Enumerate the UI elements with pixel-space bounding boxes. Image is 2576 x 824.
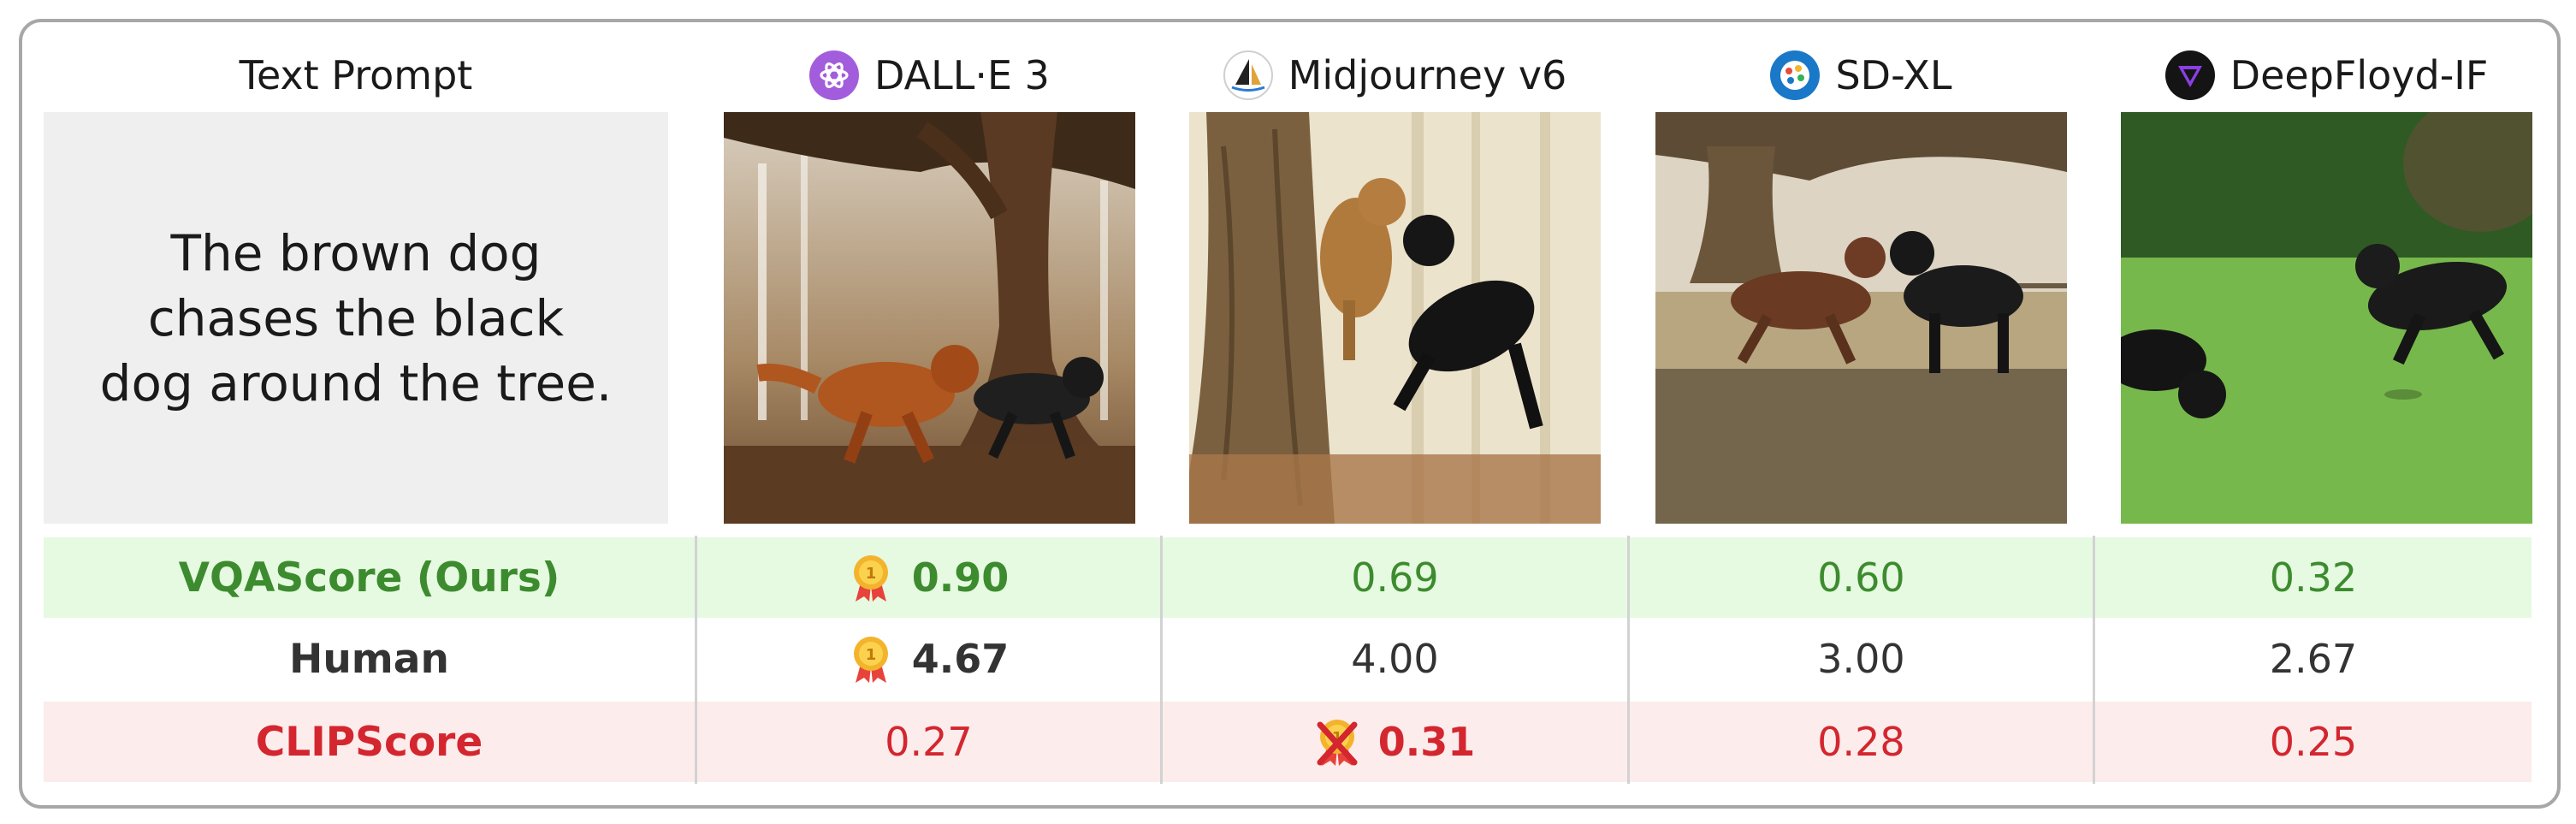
score-cell: 0.69 bbox=[1163, 537, 1627, 618]
header-model-midjourney: Midjourney v6 bbox=[1189, 41, 1601, 110]
score-cell: 4.00 bbox=[1163, 619, 1627, 699]
score-cell: 0.32 bbox=[2095, 537, 2532, 618]
metric-label: Human bbox=[289, 635, 449, 683]
header-model-deepfloyd: DeepFloyd-IF bbox=[2121, 41, 2532, 110]
header-text-prompt: Text Prompt bbox=[44, 41, 668, 110]
score-value: 0.25 bbox=[2269, 719, 2358, 765]
model-name: Midjourney v6 bbox=[1288, 52, 1567, 98]
band-human bbox=[44, 619, 2532, 699]
band-vqascore bbox=[44, 537, 2532, 618]
score-value: 0.60 bbox=[1817, 554, 1905, 601]
midjourney-logo-icon bbox=[1223, 50, 1273, 100]
model-name: DALL·E 3 bbox=[874, 52, 1050, 98]
crossed-medal-icon: 1 bbox=[1317, 720, 1358, 766]
column-separator bbox=[2093, 536, 2095, 784]
text-prompt-box: The brown dog chases the black dog aroun… bbox=[44, 112, 668, 524]
deepfloyd-logo-icon bbox=[2164, 50, 2215, 100]
column-separator bbox=[1160, 536, 1163, 784]
score-cell: 0.28 bbox=[1630, 702, 2093, 782]
prompt-text: The brown dog chases the black dog aroun… bbox=[99, 223, 613, 412]
generated-image-sdxl bbox=[1655, 112, 2067, 524]
model-name: DeepFloyd-IF bbox=[2230, 52, 2489, 98]
generated-image-dalle3 bbox=[724, 112, 1135, 524]
header-model-sdxl: SD-XL bbox=[1655, 41, 2067, 110]
score-value: 4.67 bbox=[911, 636, 1010, 682]
generated-image-deepfloyd bbox=[2121, 112, 2532, 524]
score-cell: 0.25 bbox=[2095, 702, 2532, 782]
score-value: 0.90 bbox=[911, 554, 1010, 601]
score-value: 0.32 bbox=[2269, 554, 2358, 601]
column-separator bbox=[1627, 536, 1630, 784]
stability-logo-icon bbox=[1770, 50, 1821, 100]
gold-medal-icon: 1 bbox=[853, 637, 888, 683]
score-value: 2.67 bbox=[2269, 636, 2358, 682]
openai-logo-icon bbox=[809, 50, 860, 100]
column-separator bbox=[695, 536, 697, 784]
svg-text:1: 1 bbox=[865, 565, 876, 583]
band-clipscore bbox=[44, 702, 2532, 782]
metric-label: CLIPScore bbox=[255, 718, 483, 766]
metric-label: VQAScore (Ours) bbox=[178, 554, 560, 602]
score-cell: 1 4.67 bbox=[697, 619, 1160, 699]
score-cell: 1 0.90 bbox=[697, 537, 1160, 618]
score-cell: 1 0.31 bbox=[1163, 702, 1627, 782]
svg-text:1: 1 bbox=[865, 646, 876, 664]
score-value: 3.00 bbox=[1817, 636, 1905, 682]
model-name: SD-XL bbox=[1835, 52, 1952, 98]
gold-medal-icon: 1 bbox=[853, 555, 888, 602]
score-value: 0.31 bbox=[1377, 719, 1476, 765]
header-label: Text Prompt bbox=[239, 52, 473, 98]
generated-image-midjourney bbox=[1189, 112, 1601, 524]
score-cell: 2.67 bbox=[2095, 619, 2532, 699]
score-value: 4.00 bbox=[1351, 636, 1439, 682]
score-value: 0.69 bbox=[1351, 554, 1439, 601]
score-value: 0.28 bbox=[1817, 719, 1905, 765]
score-cell: 3.00 bbox=[1630, 619, 2093, 699]
header-model-dalle3: DALL·E 3 bbox=[724, 41, 1135, 110]
score-value: 0.27 bbox=[885, 719, 973, 765]
score-cell: 0.60 bbox=[1630, 537, 2093, 618]
score-cell: 0.27 bbox=[697, 702, 1160, 782]
